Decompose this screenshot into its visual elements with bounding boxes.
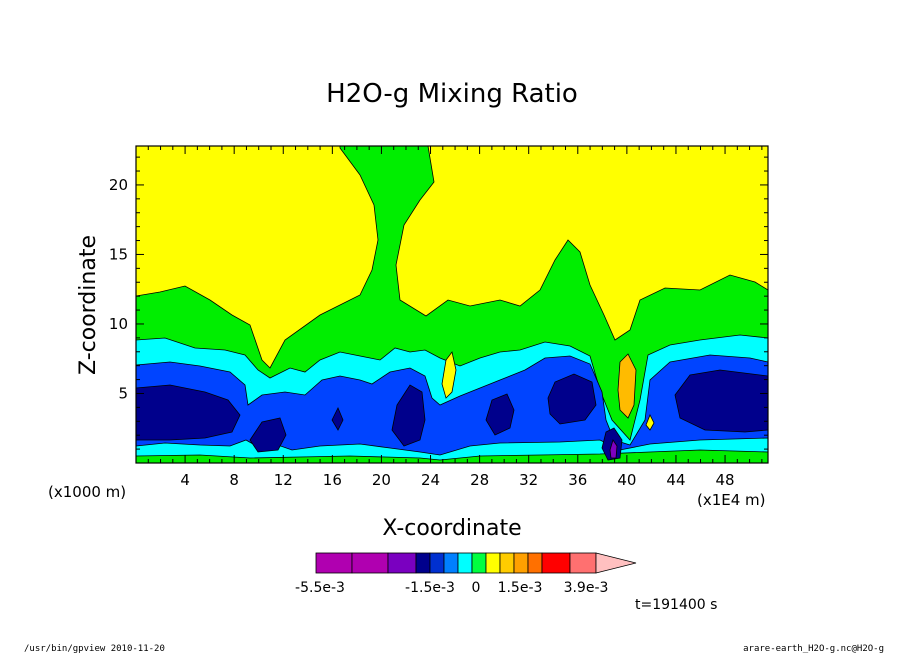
x-tick-label: 36	[568, 471, 587, 489]
colorbar-segment	[457, 552, 473, 574]
y-tick-label: 5	[118, 384, 128, 402]
plot-frame	[135, 145, 769, 464]
field-yellow-1	[441, 351, 457, 399]
x-tick-label: 48	[716, 471, 735, 489]
x-tick-label: 4	[180, 471, 190, 489]
x-tick-label: 44	[666, 471, 685, 489]
x-tick-label: 8	[229, 471, 239, 489]
colorbar-segment	[351, 552, 389, 574]
colorbar-segment	[513, 552, 529, 574]
colorbar-labels: -5.5e-3 -1.5e-3 0 1.5e-3 3.9e-3	[295, 580, 608, 596]
x-unit-left: (x1000 m)	[48, 483, 126, 501]
field-navy-2	[249, 417, 287, 453]
colorbar-segment	[485, 552, 501, 574]
field-navy-4	[391, 384, 426, 447]
x-tick-label: 40	[617, 471, 636, 489]
y-tick-label: 10	[109, 315, 128, 333]
colorbar-segment	[387, 552, 417, 574]
chart-title: H2O-g Mixing Ratio	[326, 79, 578, 109]
field-navy-7	[674, 369, 768, 433]
field-orange-1	[617, 353, 637, 419]
colorbar	[315, 552, 637, 574]
contour-field	[136, 146, 768, 463]
colorbar-label: -1.5e-3	[405, 580, 455, 596]
colorbar-label: 0	[472, 580, 481, 596]
time-label: t=191400 s	[635, 597, 717, 613]
colorbar-arrow	[595, 552, 637, 574]
y-axis-label: Z-coordinate	[76, 235, 101, 375]
y-tick-label: 20	[109, 176, 128, 194]
x-tick-label: 32	[519, 471, 538, 489]
colorbar-segment	[443, 552, 459, 574]
x-tick-label: 12	[274, 471, 293, 489]
colorbar-label: 3.9e-3	[564, 580, 609, 596]
colorbar-segment	[315, 552, 353, 574]
colorbar-segment	[541, 552, 571, 574]
x-tick-label: 16	[323, 471, 342, 489]
field-purple	[609, 439, 618, 459]
x-tick-label: 24	[421, 471, 440, 489]
colorbar-segment	[569, 552, 597, 574]
colorbar-label: -5.5e-3	[295, 580, 345, 596]
footer-left: /usr/bin/gpview 2010-11-20	[24, 644, 165, 654]
field-navy-3	[331, 407, 344, 431]
x-tick-label: 28	[470, 471, 489, 489]
field-navy-1	[136, 384, 241, 441]
colorbar-segment	[429, 552, 445, 574]
colorbar-segment	[415, 552, 431, 574]
y-axis: 5 10 15 20	[109, 156, 768, 450]
y-tick-label: 15	[109, 245, 128, 263]
x-axis-label: X-coordinate	[382, 516, 521, 541]
colorbar-segment	[471, 552, 487, 574]
field-navy-5	[485, 393, 515, 436]
colorbar-label: 1.5e-3	[498, 580, 543, 596]
field-yellow-2	[645, 414, 655, 431]
colorbar-segment	[527, 552, 543, 574]
colorbar-segment	[499, 552, 515, 574]
footer-right: arare-earth_H2O-g.nc@H2O-g	[743, 644, 884, 654]
field-navy-6	[547, 373, 597, 425]
x-axis: 4 8 12 16 20 24 28 32 36 40 44 48	[147, 146, 763, 489]
x-unit-right: (x1E4 m)	[697, 491, 766, 509]
x-tick-label: 20	[372, 471, 391, 489]
